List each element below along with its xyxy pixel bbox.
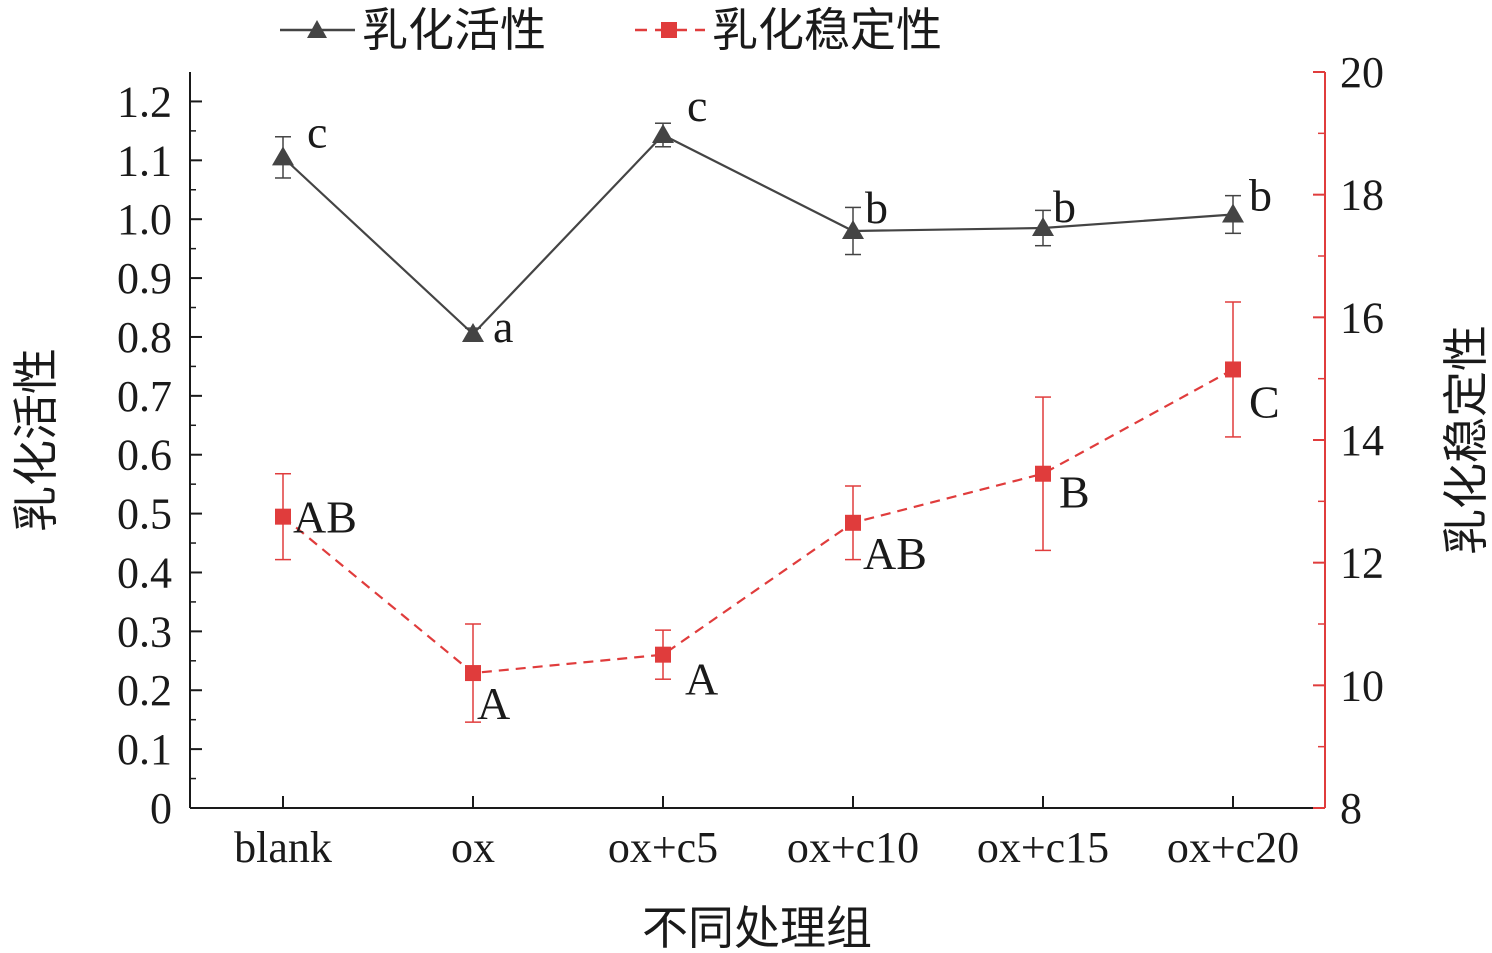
legend-label-stability: 乳化稳定性 [712,3,942,57]
activity-line [282,133,1234,336]
right-tick-label: 20 [1340,48,1384,97]
activity-sig-label: c [687,80,707,131]
activity-point [652,124,674,144]
x-tick-label: ox+c5 [608,823,718,872]
x-tick-label: ox [451,823,495,872]
left-tick-label: 0.4 [117,548,172,597]
left-tick-label: 0.9 [117,254,172,303]
legend: 乳化活性 乳化稳定性 [280,3,942,57]
stability-sig-label: A [477,678,510,729]
right-tick-label: 12 [1340,539,1384,588]
series-layer: AB A A AB B Cc a c b b b [272,80,1280,729]
activity-sig-label: b [865,182,888,233]
x-tick-label: ox+c20 [1167,823,1299,872]
activity-point [272,146,294,166]
stability-point [465,665,481,682]
legend-label-activity: 乳化活性 [362,3,546,57]
activity-point [462,323,484,343]
stability-sig-label: C [1249,376,1280,427]
left-tick-label: 0 [150,784,172,833]
left-tick-label: 0.3 [117,607,172,656]
x-axis-ticks: blank ox ox+c5 ox+c10 ox+c15 ox+c20 [234,796,1299,872]
left-tick-label: 1.1 [117,136,172,185]
stability-sig-label: A [685,654,718,705]
left-tick-label: 0.7 [117,372,172,421]
activity-sig-label: b [1249,169,1272,220]
left-axis-ticks: 0 0.1 0.2 0.3 0.4 0.5 0.6 0.7 0.8 0.9 1.0 1.1 1.2 [117,77,202,833]
left-tick-label: 0.2 [117,666,172,715]
activity-sig-label: c [307,106,327,157]
legend-marker-activity [307,20,327,38]
activity-sig-label: a [493,301,513,352]
stability-point [275,508,291,525]
right-tick-label: 8 [1340,784,1362,833]
activity-point [842,219,864,239]
right-tick-label: 10 [1340,661,1384,710]
left-tick-label: 0.5 [117,490,172,539]
right-tick-label: 14 [1340,416,1384,465]
x-axis-title: 不同处理组 [642,901,872,953]
activity-point [1032,217,1054,237]
y-right-axis-title: 乳化稳定性 [1439,325,1492,555]
stability-point [655,646,671,663]
left-tick-label: 1.0 [117,195,172,244]
stability-point [845,514,861,531]
y-left-axis-title: 乳化活性 [9,348,63,532]
activity-point [1222,203,1244,223]
activity-sig-label: b [1053,181,1076,232]
right-axis-ticks: 8 10 12 14 16 18 20 [1313,48,1384,833]
stability-sig-label: B [1059,467,1090,518]
stability-point [1225,361,1241,378]
x-tick-label: ox+c15 [977,823,1109,872]
stability-sig-label: AB [293,492,357,543]
stability-point [1035,465,1051,482]
right-tick-label: 16 [1340,293,1384,342]
left-tick-label: 1.2 [117,77,172,126]
stability-sig-label: AB [863,528,927,579]
x-tick-label: ox+c10 [787,823,919,872]
left-tick-label: 0.8 [117,313,172,362]
stability-line [282,368,1234,675]
right-tick-label: 18 [1340,171,1384,220]
legend-marker-stability [661,22,677,38]
left-tick-label: 0.1 [117,725,172,774]
x-tick-label: blank [234,823,332,872]
left-tick-label: 0.6 [117,431,172,480]
